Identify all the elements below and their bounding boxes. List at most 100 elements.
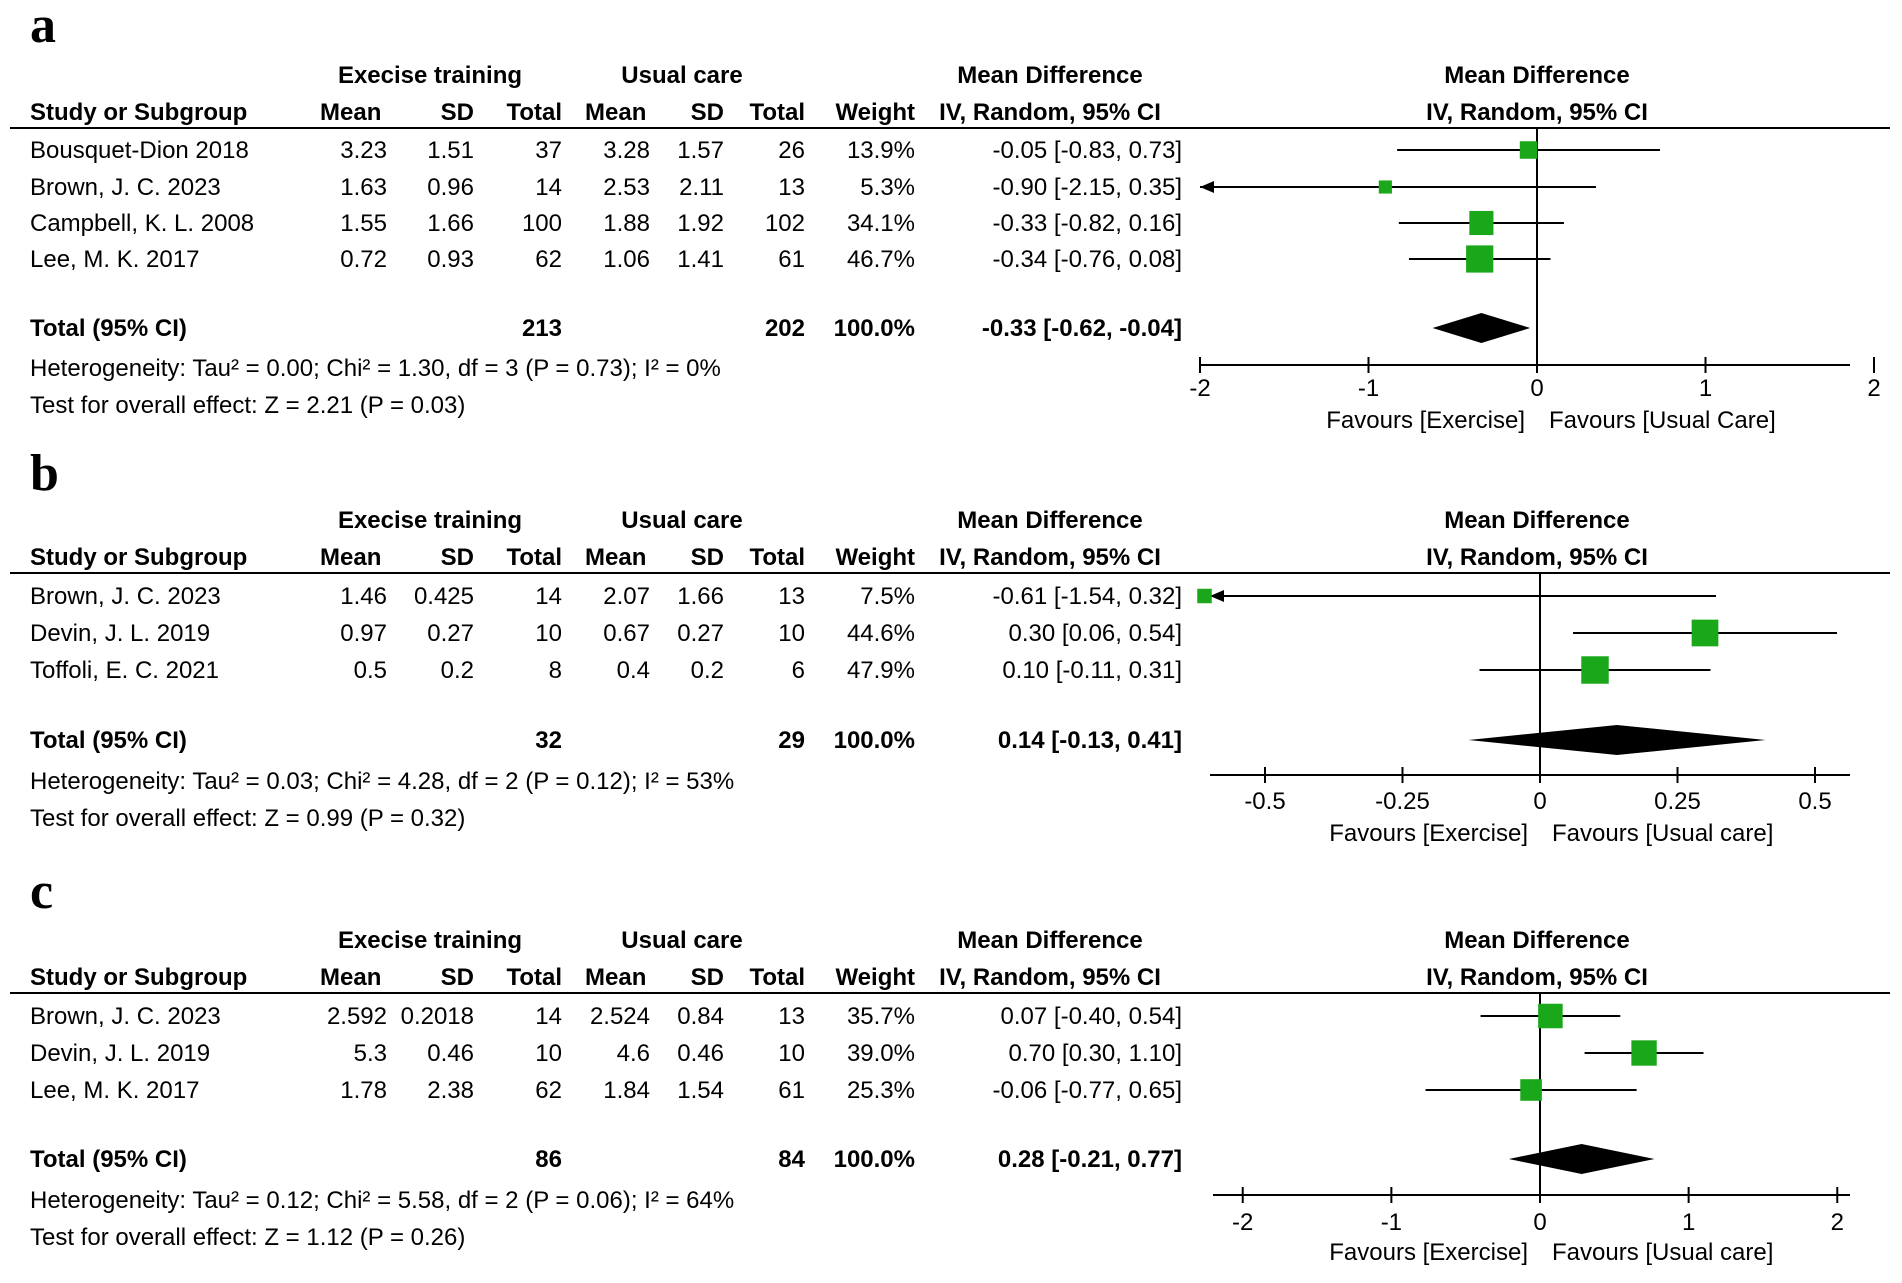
column-header-ctlMean: Mean [585, 99, 646, 126]
study-exp-mean: 0.5 [354, 657, 387, 684]
total-effect-ci: -0.33 [-0.62, -0.04] [982, 315, 1182, 342]
study-weight: 7.5% [860, 583, 915, 610]
plot-header-method: IV, Random, 95% CI [1426, 964, 1648, 991]
study-ctl-sd: 0.2 [691, 657, 724, 684]
study-exp-sd: 0.27 [427, 620, 474, 647]
column-header-ctlSd: SD [691, 964, 724, 991]
total-exp-total: 86 [535, 1146, 562, 1173]
favours-left-label: Favours [Exercise] [1329, 1239, 1528, 1266]
column-header-expTot: Total [506, 964, 562, 991]
study-marker [1469, 210, 1494, 236]
x-axis-tick-label: 0.5 [1798, 788, 1831, 815]
study-exp-mean: 5.3 [354, 1040, 387, 1067]
column-header-ctlMean: Mean [585, 964, 646, 991]
study-ctl-sd: 1.41 [677, 246, 724, 273]
study-exp-mean: 0.72 [340, 246, 387, 273]
study-effect-ci: -0.61 [-1.54, 0.32] [993, 583, 1182, 610]
study-exp-mean: 0.97 [340, 620, 387, 647]
study-exp-total: 100 [522, 210, 562, 237]
column-header-expMean: Mean [320, 99, 381, 126]
heterogeneity-stats: Heterogeneity: Tau² = 0.00; Chi² = 1.30,… [30, 355, 721, 382]
x-axis-tick-label: -0.25 [1375, 788, 1430, 815]
study-exp-total: 37 [535, 137, 562, 164]
column-header-weight: Weight [835, 544, 915, 571]
pooled-diamond [1432, 313, 1531, 343]
forest-panel-b: b Execise training Usual care Mean Differen… [10, 445, 1890, 847]
study-effect-ci: 0.30 [0.06, 0.54] [1009, 620, 1182, 647]
total-effect-ci: 0.28 [-0.21, 0.77] [998, 1146, 1182, 1173]
x-axis-tick-label: -1 [1358, 375, 1379, 402]
study-marker [1631, 1040, 1657, 1066]
x-axis-tick-label: 0 [1533, 788, 1546, 815]
study-exp-sd: 2.38 [427, 1077, 474, 1104]
column-header-study: Study or Subgroup [30, 544, 247, 571]
column-header-weight: Weight [835, 964, 915, 991]
total-exp-total: 213 [522, 315, 562, 342]
study-effect-ci: -0.05 [-0.83, 0.73] [993, 137, 1182, 164]
study-ctl-total: 102 [765, 210, 805, 237]
favours-right-label: Favours [Usual care] [1552, 820, 1773, 847]
study-effect-ci: -0.33 [-0.82, 0.16] [993, 210, 1182, 237]
study-exp-mean: 2.592 [327, 1003, 387, 1030]
study-name: Bousquet-Dion 2018 [30, 137, 249, 164]
plot-header: Mean Difference [1444, 927, 1629, 954]
plot-header: Mean Difference [1444, 507, 1629, 534]
study-ctl-mean: 1.84 [603, 1077, 650, 1104]
study-exp-sd: 0.2018 [401, 1003, 474, 1030]
study-ctl-sd: 2.11 [679, 174, 724, 201]
study-ci-arrow [1200, 181, 1214, 193]
study-effect-ci: 0.70 [0.30, 1.10] [1009, 1040, 1182, 1067]
study-ctl-total: 6 [792, 657, 805, 684]
study-exp-total: 62 [535, 246, 562, 273]
x-axis-tick-label: 2 [1831, 1209, 1844, 1236]
effect-header-method: IV, Random, 95% CI [939, 99, 1161, 126]
study-marker [1378, 180, 1392, 194]
study-name: Devin, J. L. 2019 [30, 1040, 210, 1067]
x-axis-tick-label: 0 [1530, 375, 1543, 402]
study-weight: 5.3% [860, 174, 915, 201]
x-axis-tick-label: -0.5 [1244, 788, 1285, 815]
column-header-ctlMean: Mean [585, 544, 646, 571]
study-marker [1538, 1003, 1563, 1029]
study-ctl-sd: 1.66 [677, 583, 724, 610]
total-ctl-total: 84 [778, 1146, 805, 1173]
study-ctl-sd: 0.27 [677, 620, 724, 647]
total-weight: 100.0% [834, 315, 915, 342]
column-header-expSd: SD [441, 544, 474, 571]
study-name: Brown, J. C. 2023 [30, 1003, 221, 1030]
study-name: Toffoli, E. C. 2021 [30, 657, 219, 684]
effect-header: Mean Difference [957, 507, 1142, 534]
study-exp-sd: 0.425 [414, 583, 474, 610]
study-effect-ci: -0.06 [-0.77, 0.65] [993, 1077, 1182, 1104]
study-effect-ci: -0.34 [-0.76, 0.08] [993, 246, 1182, 273]
column-header-weight: Weight [835, 99, 915, 126]
study-marker [1581, 656, 1609, 684]
study-exp-sd: 0.93 [427, 246, 474, 273]
study-effect-ci: 0.10 [-0.11, 0.31] [1002, 657, 1182, 684]
study-ctl-total: 13 [778, 583, 805, 610]
effect-header-method: IV, Random, 95% CI [939, 964, 1161, 991]
study-exp-sd: 0.46 [427, 1040, 474, 1067]
total-label: Total (95% CI) [30, 315, 187, 342]
column-header-expSd: SD [441, 964, 474, 991]
study-name: Brown, J. C. 2023 [30, 174, 221, 201]
study-ctl-total: 10 [778, 620, 805, 647]
study-effect-ci: 0.07 [-0.40, 0.54] [1001, 1003, 1182, 1030]
group-header-control: Usual care [621, 62, 742, 89]
plot-header: Mean Difference [1444, 62, 1629, 89]
study-marker [1466, 245, 1494, 273]
study-exp-total: 10 [535, 1040, 562, 1067]
study-exp-total: 14 [535, 1003, 562, 1030]
study-ctl-sd: 0.46 [677, 1040, 724, 1067]
total-label: Total (95% CI) [30, 1146, 187, 1173]
effect-header-method: IV, Random, 95% CI [939, 544, 1161, 571]
study-exp-sd: 0.2 [441, 657, 474, 684]
x-axis-tick-label: 1 [1682, 1209, 1695, 1236]
heterogeneity-stats: Heterogeneity: Tau² = 0.03; Chi² = 4.28,… [30, 768, 734, 795]
total-ctl-total: 202 [765, 315, 805, 342]
column-header-ctlTot: Total [749, 99, 805, 126]
study-marker [1520, 1079, 1542, 1101]
overall-effect-test: Test for overall effect: Z = 1.12 (P = 0… [30, 1224, 465, 1251]
panel-letter: a [30, 0, 56, 54]
